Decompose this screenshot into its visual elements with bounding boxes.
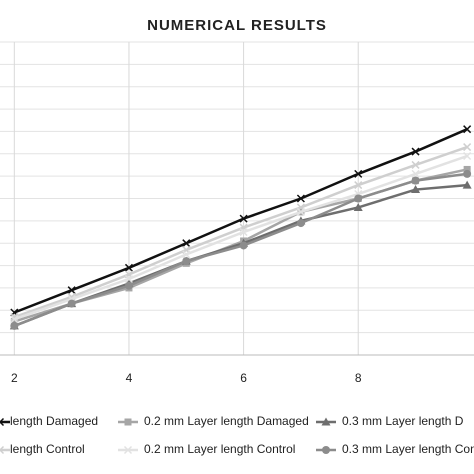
x-tick-label: 2: [11, 371, 18, 385]
x-tick-label: 4: [126, 371, 133, 385]
legend-marker: [123, 445, 133, 455]
legend-marker: [0, 417, 5, 427]
marker: [296, 194, 305, 203]
marker: [411, 160, 420, 169]
marker: [463, 165, 471, 173]
marker: [124, 281, 133, 290]
marker: [124, 263, 133, 272]
marker: [462, 180, 472, 189]
marker: [239, 214, 248, 223]
marker: [354, 181, 363, 190]
legend-marker: [321, 417, 331, 426]
series-line: [13, 172, 468, 328]
legend-label: 0.3 mm Layer length D: [342, 414, 464, 428]
marker: [411, 169, 420, 178]
legend-label: length Damaged: [10, 414, 98, 428]
marker: [182, 257, 191, 266]
marker: [463, 169, 472, 178]
marker: [354, 169, 363, 178]
marker: [124, 274, 133, 284]
legend-marker: [0, 445, 5, 455]
marker: [10, 315, 19, 324]
x-tick-label: 8: [355, 371, 362, 385]
marker: [10, 321, 19, 330]
marker: [411, 147, 420, 156]
marker: [411, 185, 421, 194]
marker: [463, 143, 472, 152]
legend-label: 0.3 mm Layer length Contr: [342, 442, 474, 456]
legend-label: length Control: [10, 442, 85, 456]
x-tick-label: 6: [240, 371, 247, 385]
marker: [239, 241, 248, 250]
marker: [239, 228, 248, 237]
marker: [67, 299, 76, 308]
legend-marker: [322, 446, 330, 454]
marker: [463, 151, 472, 161]
marker: [67, 286, 76, 295]
marker: [353, 202, 363, 211]
legend-marker: [124, 418, 132, 426]
marker: [182, 250, 191, 259]
marker: [296, 207, 305, 216]
marker: [354, 194, 363, 203]
marker: [411, 176, 420, 185]
chart-title: NUMERICAL RESULTS: [147, 17, 327, 34]
legend-label: 0.2 mm Layer length Control: [144, 442, 295, 456]
legend-label: 0.2 mm Layer length Damaged: [144, 414, 309, 428]
marker: [463, 125, 472, 134]
marker: [182, 239, 191, 248]
series-line: [13, 183, 468, 328]
marker: [296, 219, 305, 228]
